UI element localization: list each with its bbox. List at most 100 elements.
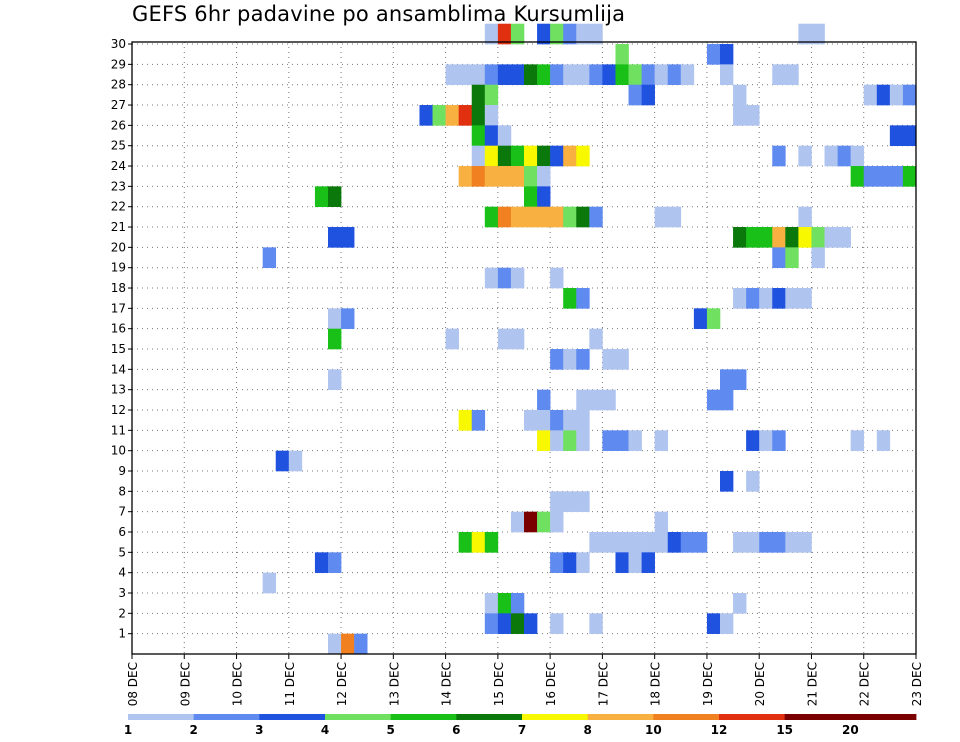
heatmap-cell [484,84,499,106]
heatmap-cell [889,84,904,106]
heatmap-cell [589,64,603,85]
heatmap-cell [824,227,851,248]
y-tick-label: 6 [118,525,126,539]
heatmap-cell [328,186,342,207]
heatmap-cell [484,23,499,45]
y-tick-label: 15 [111,342,126,356]
heatmap-cell [484,593,499,614]
heatmap-cell [720,369,747,390]
heatmap-cell [589,206,603,228]
y-tick-label: 19 [111,261,126,275]
heatmap-cell [471,145,486,167]
heatmap-cell [759,288,773,309]
y-tick-label: 28 [111,78,126,92]
heatmap-cell [641,64,655,85]
heatmap-cell [733,532,760,553]
heatmap-cell [458,105,473,126]
heatmap-cell [314,552,329,573]
colorbar-label: 15 [776,723,793,737]
heatmap-cell [510,23,525,45]
y-tick-label: 29 [111,57,126,71]
heatmap-cell [720,44,734,65]
x-tick-label: 22 DEC [858,662,872,706]
heatmap-cell [484,145,499,167]
x-tick-label: 16 DEC [544,662,558,706]
heatmap-cell [576,552,590,573]
heatmap-cell [550,430,564,451]
heatmap-cell [641,84,655,106]
heatmap-cell [759,430,773,451]
heatmap-cell [811,227,825,248]
y-tick-label: 25 [111,139,126,153]
heatmap-cell [615,64,629,85]
heatmap-cell [314,186,329,207]
y-tick-label: 5 [118,545,126,559]
y-tick-label: 14 [111,362,126,376]
colorbar-swatch [456,714,523,720]
heatmap-cell [497,328,525,350]
colorbar-swatch [719,714,786,720]
x-tick-label: 21 DEC [805,662,819,706]
heatmap-cell [628,430,642,451]
colorbar-label: 2 [189,723,197,737]
y-tick-label: 4 [118,566,126,580]
colorbar-swatch [259,714,326,720]
heatmap-cell [537,64,551,85]
y-tick-label: 13 [111,383,126,397]
x-tick-label: 20 DEC [753,662,767,706]
y-tick-label: 26 [111,118,126,132]
heatmap-cell [563,64,590,85]
heatmap-cell [850,430,865,451]
heatmap-cell [354,633,368,655]
heatmap-cell [654,511,669,533]
heatmap-cell [497,64,525,85]
heatmap-cell [550,613,564,634]
heatmap-cell [458,532,473,553]
heatmap-cell [341,308,355,329]
heatmap-cell [497,145,512,167]
x-tick-label: 17 DEC [596,662,610,706]
y-tick-label: 22 [111,200,126,214]
heatmap-cell [484,206,499,228]
heatmap-cell [798,227,812,248]
heatmap-cell [275,450,290,472]
heatmap-cell [510,511,525,533]
heatmap-cell [471,532,486,553]
y-tick-label: 3 [118,586,126,600]
heatmap-cell [746,430,760,451]
colorbar-swatch [587,714,654,720]
heatmap-cell [497,23,512,45]
heatmap-cell [537,430,551,451]
heatmap-cell [484,532,499,553]
heatmap-cell [563,410,590,431]
heatmap-cell [432,105,446,126]
heatmap-cell [641,532,669,553]
heatmap-cell [563,430,577,451]
heatmap-cell [497,593,512,614]
heatmap-cell [785,288,812,309]
heatmap-cell [785,247,799,268]
x-tick-label: 14 DEC [440,662,454,706]
heatmap-cell [550,267,564,289]
heatmap-cell [262,247,277,268]
heatmap-cell [484,64,499,85]
plot-border [131,41,917,655]
heatmap-cell [524,166,538,187]
heatmap-cell [680,64,695,85]
heatmap-cell [537,23,551,45]
heatmap-cell [759,532,786,553]
heatmap-cell [471,84,486,106]
y-tick-label: 16 [111,322,126,336]
heatmap-cell [510,593,525,614]
heatmap-cell [497,206,512,228]
heatmap-cell [876,430,891,451]
x-tick-label: 12 DEC [335,662,349,706]
heatmap-cell [497,613,512,634]
heatmap-cell [772,288,786,309]
heatmap-cell [667,532,682,553]
heatmap-cell [589,532,642,553]
heatmap-cell [706,308,721,329]
heatmap-cell [811,247,825,268]
heatmap-cell [576,430,590,451]
